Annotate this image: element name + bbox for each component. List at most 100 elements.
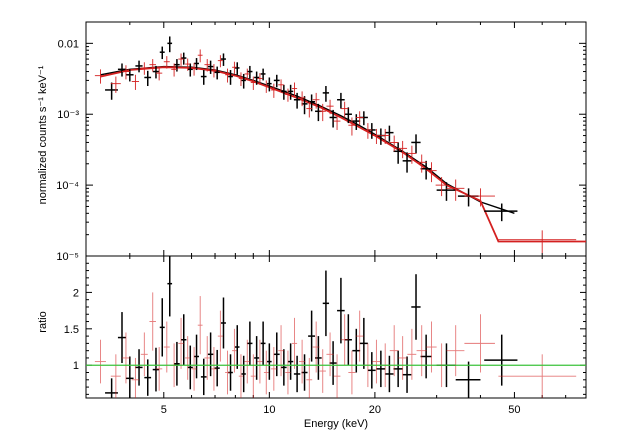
spectrum-red-data-point bbox=[319, 103, 326, 122]
x-tick-label: 5 bbox=[161, 404, 167, 416]
spectrum-black-data-point bbox=[402, 152, 412, 173]
spectrum-y-tick-label: 0.01 bbox=[58, 38, 79, 50]
ratio-red-data-point bbox=[340, 314, 349, 366]
spectrum-black-data-point bbox=[293, 92, 301, 109]
x-tick-label: 20 bbox=[369, 404, 381, 416]
spectrum-black-data-point bbox=[194, 58, 199, 71]
ratio-black-data-point bbox=[241, 355, 246, 393]
ratio-red-data-point bbox=[319, 349, 326, 393]
ratio-red-data-point bbox=[250, 354, 256, 398]
spectrum-black-data-point bbox=[322, 86, 330, 102]
spectrum-red-data-point bbox=[426, 162, 437, 183]
spectrum-black-data-point bbox=[220, 53, 226, 66]
ratio-red-data-point bbox=[326, 332, 334, 377]
ratio-red-data-point bbox=[163, 321, 170, 373]
ratio-red-data-point bbox=[398, 336, 408, 380]
x-tick-label: 10 bbox=[263, 404, 275, 416]
ratio-red-data-point bbox=[140, 332, 148, 377]
spectrum-red-data-point bbox=[197, 49, 203, 63]
ratio-black-data-point bbox=[187, 345, 193, 390]
spectrum-red-data-point bbox=[498, 230, 577, 254]
ratio-black-data-point bbox=[220, 297, 226, 349]
spectrum-black-data-point bbox=[281, 84, 287, 100]
ratio-red-data-point bbox=[278, 325, 284, 377]
spectrum-red-data-point bbox=[232, 61, 237, 74]
spectrum-red-data-point bbox=[211, 64, 217, 78]
spectrum-black-data-point bbox=[287, 84, 294, 100]
spectrum-red-data-point bbox=[446, 179, 465, 201]
spectrum-black-data-point bbox=[247, 65, 253, 79]
ratio-red-data-point bbox=[191, 347, 197, 391]
spectrum-red-data-point bbox=[185, 58, 191, 71]
spectrum-red-data-point bbox=[389, 135, 399, 152]
ratio-black-data-point bbox=[273, 332, 280, 377]
spectrum-black-data-point bbox=[117, 63, 126, 77]
spectrum-black-data-point bbox=[214, 66, 220, 80]
ratio-black-data-point bbox=[281, 349, 287, 386]
ratio-red-data-point bbox=[204, 336, 210, 380]
spectrum-red-data-point bbox=[398, 140, 408, 159]
spectrum-black-data-point bbox=[152, 65, 160, 79]
spectrum-red-model-line bbox=[100, 66, 586, 243]
ratio-black-data-point bbox=[393, 350, 403, 388]
ratio-red-data-point bbox=[121, 332, 130, 384]
spectrum-red-data-point bbox=[140, 62, 148, 75]
ratio-black-data-point bbox=[455, 361, 481, 398]
spectrum-red-data-point bbox=[435, 177, 448, 197]
ratio-red-data-point bbox=[306, 357, 313, 398]
ratio-black-data-point bbox=[329, 341, 337, 385]
spectrum-black-model-line bbox=[100, 65, 515, 214]
ratio-red-data-point bbox=[211, 347, 217, 391]
ratio-black-data-point bbox=[267, 343, 272, 380]
spectrum-black-data-point bbox=[144, 70, 152, 87]
ratio-red-data-point bbox=[298, 339, 306, 384]
spectrum-y-tick-label: 10⁻⁴ bbox=[56, 180, 79, 192]
spectrum-black-data-point bbox=[385, 125, 394, 142]
ratio-red-data-point bbox=[446, 325, 465, 377]
spectrum-red-data-point bbox=[291, 82, 298, 97]
spectrum-black-data-point bbox=[159, 46, 165, 60]
ratio-red-data-point bbox=[131, 357, 140, 398]
ratio-red-data-point bbox=[110, 354, 121, 398]
spectrum-panel: 0.01 10⁻³ 10⁻⁴ 10⁻⁵ bbox=[56, 21, 587, 263]
spectrum-red-data-point bbox=[217, 55, 223, 68]
ratio-black-data-point bbox=[402, 356, 412, 393]
spectrum-frame bbox=[85, 21, 587, 257]
spectrum-red-data-point bbox=[110, 76, 121, 93]
spectrum-red-data-point bbox=[372, 128, 381, 145]
spectrum-y-axis-label: normalized counts s⁻¹ keV⁻¹ bbox=[37, 65, 49, 204]
spectrum-red-data-point bbox=[263, 80, 269, 93]
ratio-black-data-point bbox=[308, 310, 316, 362]
ratio-black-data-point bbox=[194, 334, 199, 379]
spectrum-red-data-point bbox=[363, 123, 372, 139]
ratio-y-tick-label: 2 bbox=[73, 287, 79, 299]
ratio-black-data-point bbox=[260, 321, 266, 366]
spectrum-red-data-point bbox=[149, 59, 156, 72]
spectrum-red-data-point bbox=[94, 69, 106, 84]
ratio-red-data-point bbox=[178, 317, 184, 369]
spectrum-red-data-point bbox=[244, 68, 250, 81]
spectrum-black-data-point bbox=[484, 203, 518, 222]
ratio-black-data-point bbox=[411, 274, 421, 340]
spectrum-red-data-point bbox=[340, 101, 349, 118]
ratio-black-data-point bbox=[367, 352, 376, 389]
ratio-black-data-point bbox=[117, 312, 126, 364]
spectrum-red-data-point bbox=[121, 65, 130, 80]
ratio-red-data-point bbox=[426, 321, 437, 373]
spectrum-black-data-point bbox=[329, 109, 337, 128]
ratio-red-data-point bbox=[217, 310, 223, 362]
spectrum-black-data-point bbox=[254, 71, 260, 85]
ratio-red-data-point bbox=[416, 325, 427, 377]
ratio-black-data-point bbox=[293, 355, 301, 393]
ratio-red-data-point bbox=[348, 350, 356, 395]
ratio-black-data-point bbox=[181, 314, 187, 366]
ratio-red-data-point bbox=[263, 350, 269, 395]
ratio-black-data-point bbox=[200, 358, 207, 396]
ratio-black-data-point bbox=[484, 334, 518, 386]
spectrum-red-data-point bbox=[333, 114, 341, 130]
spectrum-black-data-point bbox=[234, 62, 240, 75]
spectrum-black-data-point bbox=[393, 142, 403, 164]
ratio-red-data-point bbox=[333, 354, 341, 398]
ratio-red-data-point bbox=[232, 328, 237, 373]
